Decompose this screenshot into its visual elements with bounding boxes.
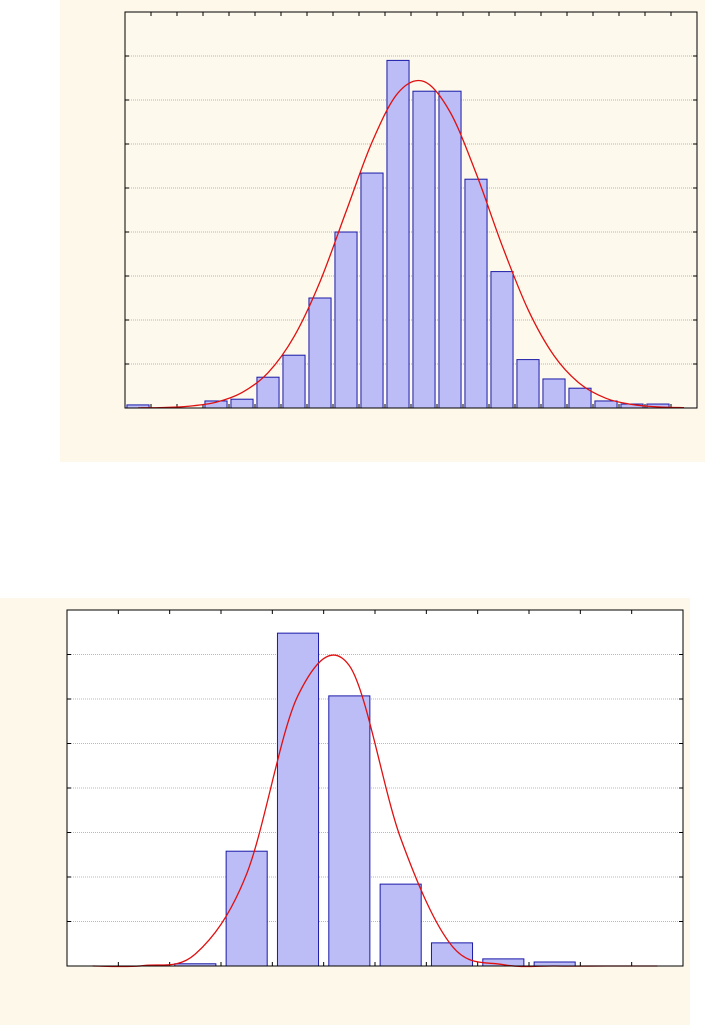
plot-frame [66, 609, 684, 967]
bar [230, 398, 254, 409]
bar [568, 387, 592, 409]
bar [412, 90, 436, 409]
bar [282, 354, 306, 409]
bar [225, 850, 268, 967]
bar [276, 632, 320, 967]
bar [594, 400, 618, 409]
plot-area [125, 12, 697, 408]
bar [256, 376, 280, 409]
bar [308, 297, 332, 409]
bar [542, 378, 566, 409]
plot-frame [124, 11, 698, 409]
bar [438, 90, 462, 409]
bar [328, 695, 371, 967]
bar [334, 231, 358, 409]
bar [386, 59, 410, 409]
fit-curve [137, 79, 685, 409]
bar [360, 172, 384, 409]
bar [490, 271, 514, 409]
bar [516, 359, 540, 409]
bar [379, 883, 422, 967]
bar [464, 178, 488, 409]
